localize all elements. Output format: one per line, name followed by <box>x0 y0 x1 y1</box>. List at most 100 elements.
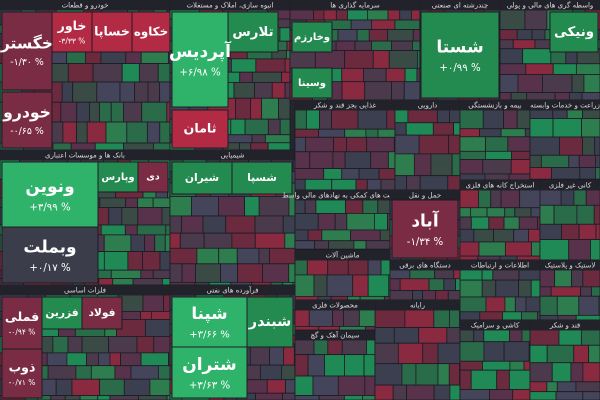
tile-change: -۰/۷۱ % <box>9 378 36 387</box>
cell <box>387 29 414 42</box>
cell <box>582 391 600 400</box>
cell <box>581 92 600 101</box>
cell <box>575 381 600 393</box>
cell <box>389 290 413 301</box>
cell <box>343 309 360 327</box>
tile-change: -۱/۳۰ % <box>10 57 44 68</box>
cell <box>152 197 171 208</box>
cell <box>304 178 333 191</box>
cell <box>365 326 376 331</box>
tile <box>171 161 233 195</box>
cell <box>161 278 171 286</box>
cell <box>508 369 531 390</box>
cell <box>308 309 334 327</box>
cell <box>132 278 163 286</box>
cell <box>92 63 123 83</box>
cell <box>513 228 529 243</box>
cell <box>100 224 126 236</box>
cell <box>523 360 531 371</box>
cell <box>202 215 227 234</box>
cell <box>559 136 583 156</box>
cell <box>350 19 372 30</box>
sector-title: فرآورده های نفتی <box>207 286 259 295</box>
tile <box>41 296 83 330</box>
cell <box>140 311 152 320</box>
cell <box>70 142 96 151</box>
cell <box>571 269 584 288</box>
cell <box>394 134 420 155</box>
cell <box>269 247 296 265</box>
cell <box>459 128 480 138</box>
cell <box>343 395 363 400</box>
cell <box>366 136 395 153</box>
cell <box>86 352 99 367</box>
cell <box>378 168 396 180</box>
cell <box>47 365 77 380</box>
cell <box>347 295 361 301</box>
cell <box>345 199 364 214</box>
sector-title: واسطه گری های مالی و پولی <box>507 1 594 10</box>
cell <box>153 336 171 354</box>
cell <box>350 229 381 242</box>
cell <box>294 295 319 301</box>
cell <box>482 159 512 175</box>
cell <box>453 122 461 136</box>
cell <box>551 362 572 383</box>
tile-name: شپنا <box>191 304 227 324</box>
tile-change: +۳/۹۹ % <box>29 202 71 213</box>
cell <box>94 142 124 151</box>
cell <box>404 67 418 83</box>
cell <box>459 173 486 181</box>
cell <box>344 354 365 377</box>
cell <box>573 189 587 206</box>
cell <box>479 128 502 138</box>
tile-change: +۰/۹۹ % <box>439 63 481 74</box>
cell <box>294 229 309 242</box>
cell <box>509 360 525 371</box>
cell <box>323 168 343 180</box>
cell <box>394 122 407 136</box>
cell <box>568 92 583 101</box>
cell <box>499 63 527 75</box>
cell <box>590 239 600 261</box>
sector-title: دارویی <box>418 102 438 110</box>
cell <box>81 336 110 354</box>
cell <box>294 178 306 191</box>
cell <box>575 63 600 75</box>
cell <box>306 259 329 276</box>
cell <box>362 395 376 400</box>
cell <box>97 395 111 400</box>
cell <box>141 101 168 123</box>
cell <box>261 97 279 120</box>
cell <box>72 81 98 103</box>
cell <box>76 101 90 123</box>
cell <box>524 128 531 138</box>
cell <box>307 229 323 242</box>
cell <box>114 365 132 380</box>
cell <box>365 128 379 138</box>
cell <box>346 213 375 231</box>
tile <box>291 21 333 53</box>
sector-header-bg <box>295 190 390 200</box>
cell <box>394 109 409 124</box>
cell <box>552 63 577 75</box>
cell <box>67 336 83 354</box>
cell <box>412 40 421 51</box>
cell <box>347 9 368 21</box>
cell <box>344 50 374 69</box>
sector-title: ماشین آلات <box>326 251 360 260</box>
cell <box>482 360 511 371</box>
cell <box>239 142 252 151</box>
cell <box>76 121 88 144</box>
cell <box>552 109 568 119</box>
cell <box>282 392 296 400</box>
cell <box>286 50 291 60</box>
cell <box>150 311 171 320</box>
cell <box>377 199 391 214</box>
cell <box>446 327 461 344</box>
tile-name: فملی <box>5 309 39 324</box>
cell <box>448 363 460 386</box>
cell <box>157 63 171 83</box>
cell <box>459 150 486 160</box>
cell <box>583 74 600 93</box>
